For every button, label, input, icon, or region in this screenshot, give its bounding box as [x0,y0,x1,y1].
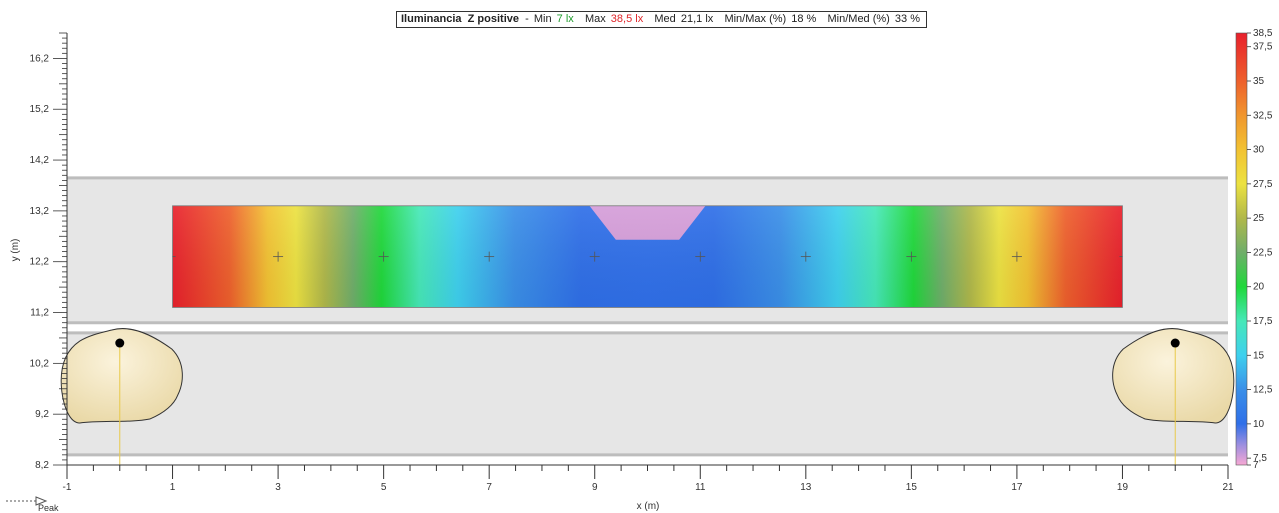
colorbar-label: 22,5 [1253,247,1273,258]
minmed-label: Min/Med (%) [827,13,890,25]
calc-point-marker [484,251,495,262]
colorbar-label: 12,5 [1253,385,1273,396]
luminaire-point [1170,338,1180,348]
luminaire-2 [1112,328,1235,465]
y-tick-label: 10,2 [30,358,50,369]
minmax-label: Min/Max (%) [724,13,787,25]
y-tick-label: 16,2 [30,53,50,64]
colorbar-label: 20 [1253,282,1265,293]
y-tick-label: 15,2 [30,104,50,115]
colorbar-label: 38,5 [1253,28,1273,39]
colorbar-label: 37,5 [1253,42,1273,53]
colorbar-label: 7 [1253,460,1259,471]
colorbar-label: 27,5 [1253,179,1273,190]
luminaire-point [115,338,125,348]
x-axis-label: x (m) [637,501,660,512]
colorbar: 38,5 37,5 35 32,5 30 27,5 25 22,5 20 17,5 15 12,5 10… [1235,28,1273,471]
x-tick-label: 7 [486,482,492,493]
min-value: 7 lx [556,13,574,25]
chart-title-bar: Iluminancia Z positive - Min 7 lx Max 38… [396,11,927,28]
calc-point-marker [695,251,706,262]
x-tick-label: 21 [1222,482,1234,493]
x-tick-label: 19 [1117,482,1129,493]
y-tick-label: 13,2 [30,206,50,217]
luminaire-layer [60,328,1235,465]
y-axis-label: y (m) [10,239,21,262]
calc-point-marker [1011,251,1022,262]
med-label: Med [654,13,676,25]
x-tick-label: 5 [381,482,387,493]
x-tick-label: 1 [170,482,176,493]
plane-title: Z positive [467,13,519,25]
max-label: Max [584,13,606,25]
min-label: Min [533,13,552,25]
minmax-value: 18 % [791,13,817,25]
calc-point-marker [273,251,284,262]
axes-layer: -1 1 3 5 7 9 11 13 15 17 19 218,29,210,211,212,213,… [30,32,1234,493]
heatmap-border [172,205,1123,308]
colorbar-label: 25 [1253,213,1265,224]
colorbar-label: 30 [1253,145,1265,156]
luminaire-1 [60,328,183,465]
x-tick-label: 15 [906,482,918,493]
road-band [67,332,1228,455]
luminaire-footprint [1112,328,1235,424]
heatmap-layer [172,205,1123,308]
peak-label: Peak [38,503,59,513]
y-tick-label: 12,2 [30,257,50,268]
y-tick-label: 8,2 [35,460,49,471]
x-tick-label: -1 [63,482,72,493]
calc-point-marker [378,251,389,262]
colorbar-label: 32,5 [1253,110,1273,121]
metric-title: Iluminancia [401,13,462,25]
colorbar-scale [1235,32,1248,466]
x-tick-label: 9 [592,482,598,493]
colorbar-label: 35 [1253,76,1265,87]
x-tick-label: 11 [695,482,706,493]
calc-point-marker [906,251,917,262]
y-tick-label: 11,2 [30,308,49,319]
peak-arrow-icon [6,496,48,506]
colorbar-label: 10 [1253,419,1265,430]
med-value: 21,1 lx [680,13,714,25]
max-value: 38,5 lx [610,13,644,25]
calc-point-marker [589,251,600,262]
y-tick-label: 9,2 [35,409,49,420]
luminaire-footprint [60,328,183,424]
x-tick-label: 13 [800,482,812,493]
x-tick-label: 17 [1011,482,1023,493]
colorbar-label: 7,5 [1253,453,1267,464]
title-separator: - [525,13,529,25]
y-tick-label: 14,2 [30,155,50,166]
minmed-value: 33 % [894,13,920,25]
peak-legend: Peak [2,496,82,513]
colorbar-label: 15 [1253,350,1265,361]
calc-point-marker [800,251,811,262]
x-tick-label: 3 [275,482,281,493]
colorbar-label: 17,5 [1253,316,1273,327]
